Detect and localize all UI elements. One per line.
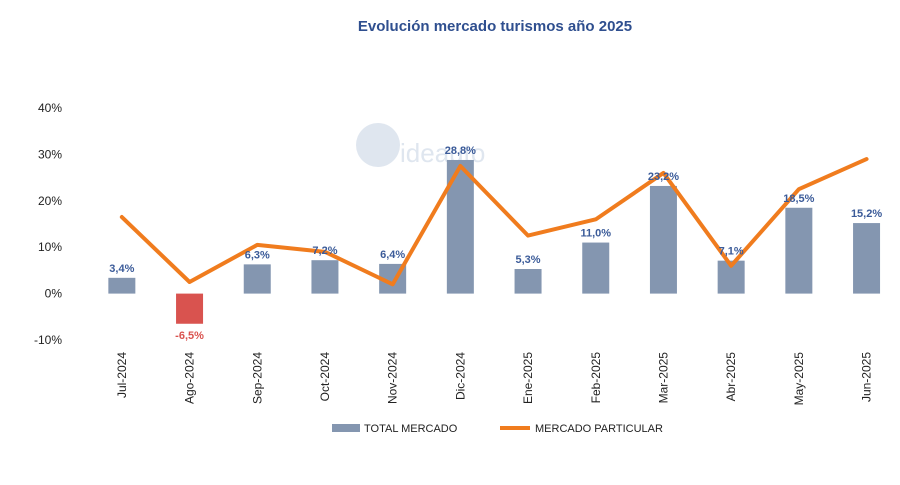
- bar-data-label: 18,5%: [783, 193, 814, 205]
- y-tick-label: -10%: [34, 333, 62, 347]
- bar-data-labels: 3,4% -6,5% 6,3% 7,2% 6,4% 28,8% 5,3% 11,0% 23,2%…: [109, 145, 882, 342]
- bar-data-label: 6,3%: [245, 249, 270, 261]
- y-axis: 40% 30% 20% 10% 0% -10%: [34, 101, 62, 347]
- x-tick-label: Oct-2024: [318, 352, 332, 402]
- bar-data-label: 15,2%: [851, 208, 882, 220]
- line-series: [119, 157, 869, 287]
- bar: [311, 260, 339, 294]
- legend-label-total-mercado: TOTAL MERCADO: [364, 423, 458, 435]
- x-tick-label: Jul-2024: [115, 352, 129, 398]
- x-tick-label: Feb-2025: [589, 352, 603, 404]
- y-tick-label: 30%: [38, 147, 62, 161]
- y-tick-label: 10%: [38, 240, 62, 254]
- x-tick-label: Jun-2025: [860, 352, 874, 402]
- bar: [176, 293, 204, 324]
- bar-data-label: 5,3%: [516, 254, 541, 266]
- x-tick-label: Abr-2025: [724, 352, 738, 402]
- bar-data-label: 6,4%: [380, 249, 405, 261]
- x-tick-label: Sep-2024: [250, 352, 264, 404]
- bar-data-label: 23,2%: [648, 171, 679, 183]
- bar: [243, 264, 271, 294]
- bar-data-label: -6,5%: [175, 330, 204, 342]
- x-tick-label: Ago-2024: [183, 352, 197, 404]
- y-tick-label: 40%: [38, 101, 62, 115]
- x-tick-label: Ene-2025: [521, 352, 535, 404]
- series-line-mercado-particular: [119, 157, 869, 287]
- legend-label-mercado-particular: MERCADO PARTICULAR: [535, 423, 663, 435]
- bar: [853, 223, 881, 294]
- bar-data-label: 7,2%: [312, 245, 337, 257]
- y-tick-label: 20%: [38, 194, 62, 208]
- bar: [582, 242, 610, 294]
- bar: [108, 277, 136, 294]
- bar-series: [108, 159, 881, 324]
- x-tick-label: Mar-2025: [656, 352, 670, 404]
- legend-swatch-total-mercado: [332, 424, 360, 432]
- bar: [649, 185, 677, 294]
- x-axis: Jul-2024 Ago-2024 Sep-2024 Oct-2024 Nov-2024…: [115, 352, 874, 406]
- bar-data-label: 7,1%: [719, 246, 744, 258]
- bar: [514, 269, 542, 294]
- bar: [785, 207, 813, 294]
- bar-data-label: 3,4%: [109, 263, 134, 275]
- chart-title: Evolución mercado turismos año 2025: [357, 18, 633, 35]
- bar-data-label: 11,0%: [580, 228, 611, 240]
- bar-data-label: 28,8%: [445, 145, 476, 157]
- x-tick-label: Nov-2024: [386, 352, 400, 404]
- legend: TOTAL MERCADO MERCADO PARTICULAR: [332, 423, 663, 435]
- x-tick-label: Dic-2024: [453, 352, 467, 400]
- x-tick-label: May-2025: [792, 352, 806, 406]
- y-tick-label: 0%: [45, 287, 63, 301]
